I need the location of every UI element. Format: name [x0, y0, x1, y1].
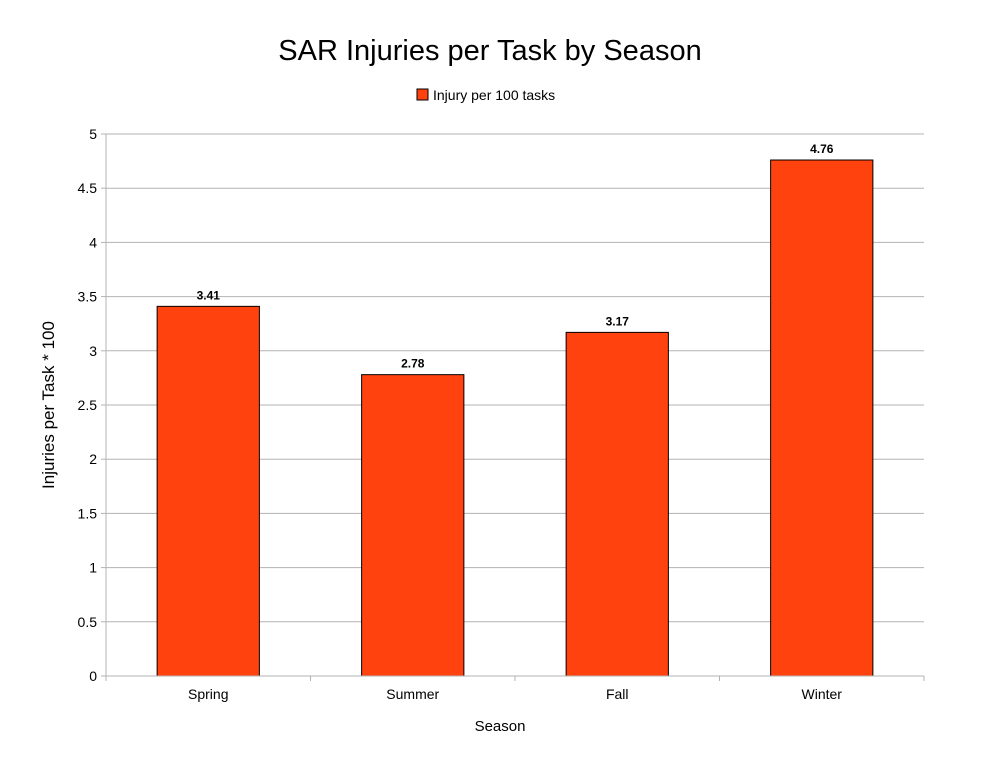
legend-swatch: [416, 88, 429, 101]
bar-winter: [770, 159, 874, 677]
y-tick-label: 4.5: [78, 180, 98, 196]
x-tick-label: Summer: [386, 686, 439, 702]
x-tick-label: Winter: [802, 686, 843, 702]
y-axis-title: Injuries per Task * 100: [39, 321, 58, 489]
y-tick-label: 1: [89, 560, 97, 576]
y-tick-label: 2: [89, 451, 97, 467]
data-labels: 3.41 2.78 3.17 4.76: [197, 142, 834, 371]
bar-spring: [156, 305, 260, 677]
data-label: 4.76: [810, 142, 834, 156]
data-label: 2.78: [401, 357, 425, 371]
y-tick-label: 2.5: [78, 397, 98, 413]
bar-summer: [361, 374, 465, 677]
x-tick-label: Fall: [606, 686, 629, 702]
y-tick-label: 0.5: [78, 614, 98, 630]
legend: Injury per 100 tasks: [416, 87, 555, 103]
y-tick-label: 3.5: [78, 289, 98, 305]
y-tick-label: 4: [89, 234, 97, 250]
x-tick-label: Spring: [188, 686, 228, 702]
y-tick-label: 1.5: [78, 505, 98, 521]
data-label: 3.41: [197, 288, 221, 302]
legend-entry-label: Injury per 100 tasks: [433, 87, 555, 103]
y-tick-label: 5: [89, 126, 97, 142]
x-axis-ticks: Spring Summer Fall Winter: [105, 676, 925, 702]
y-tick-label: 3: [89, 343, 97, 359]
bar-fall: [565, 331, 669, 677]
data-label: 3.17: [606, 314, 630, 328]
chart-title: SAR Injuries per Task by Season: [278, 35, 701, 67]
y-tick-label: 0: [89, 668, 97, 684]
x-axis-title: Season: [475, 718, 526, 735]
y-axis-ticks: 0 0.5 1 1.5 2 2.5 3 3.5 4 4.5 5: [78, 126, 106, 684]
bars: [156, 159, 874, 677]
